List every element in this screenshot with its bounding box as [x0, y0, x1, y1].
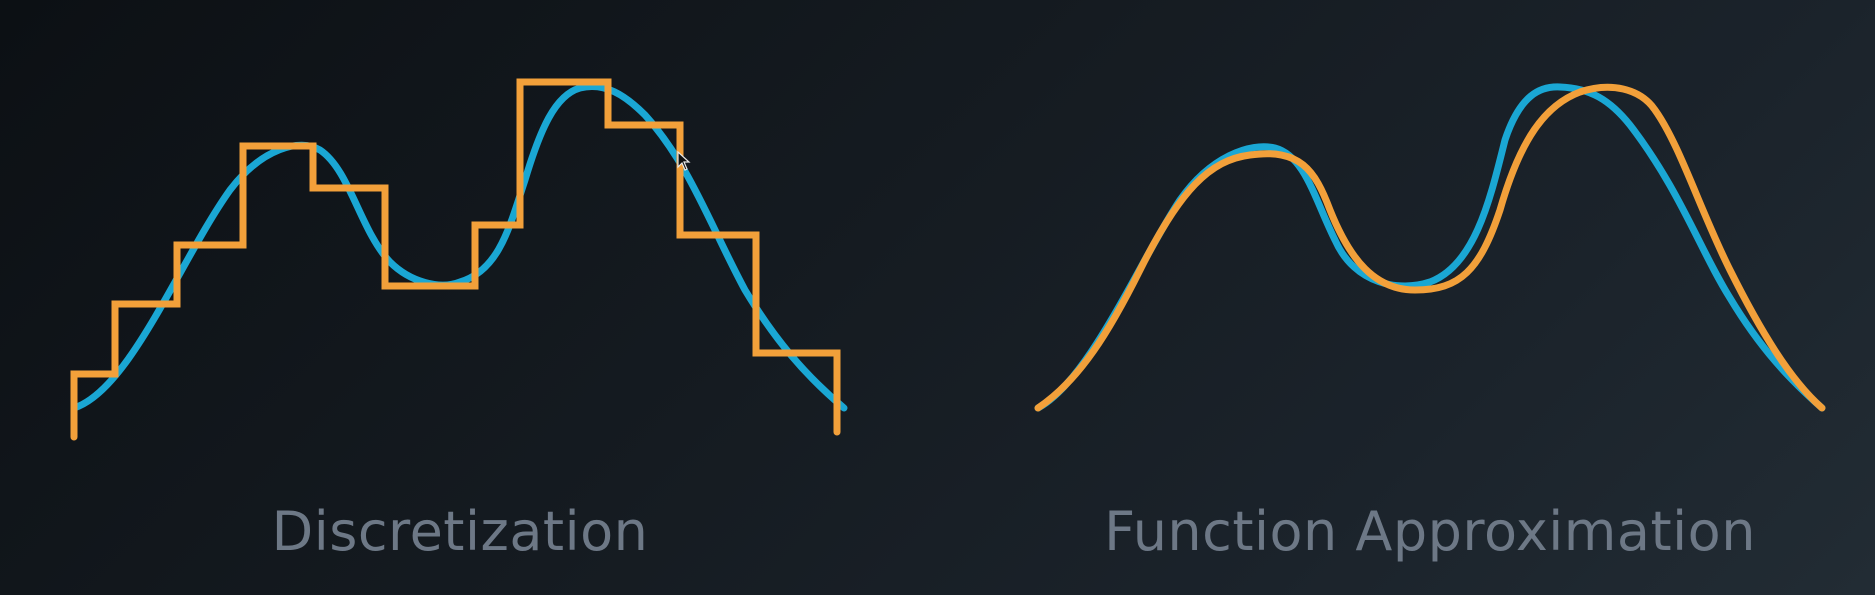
function-approximation-panel [1034, 83, 1826, 412]
mouse-pointer-icon [677, 151, 691, 171]
discretization-caption: Discretization [271, 500, 649, 563]
discretization-panel [70, 78, 848, 441]
function-approximation-fitted-curve [1034, 83, 1826, 412]
function-approximation-caption: Function Approximation [1104, 500, 1756, 563]
discretization-staircase [70, 78, 841, 441]
